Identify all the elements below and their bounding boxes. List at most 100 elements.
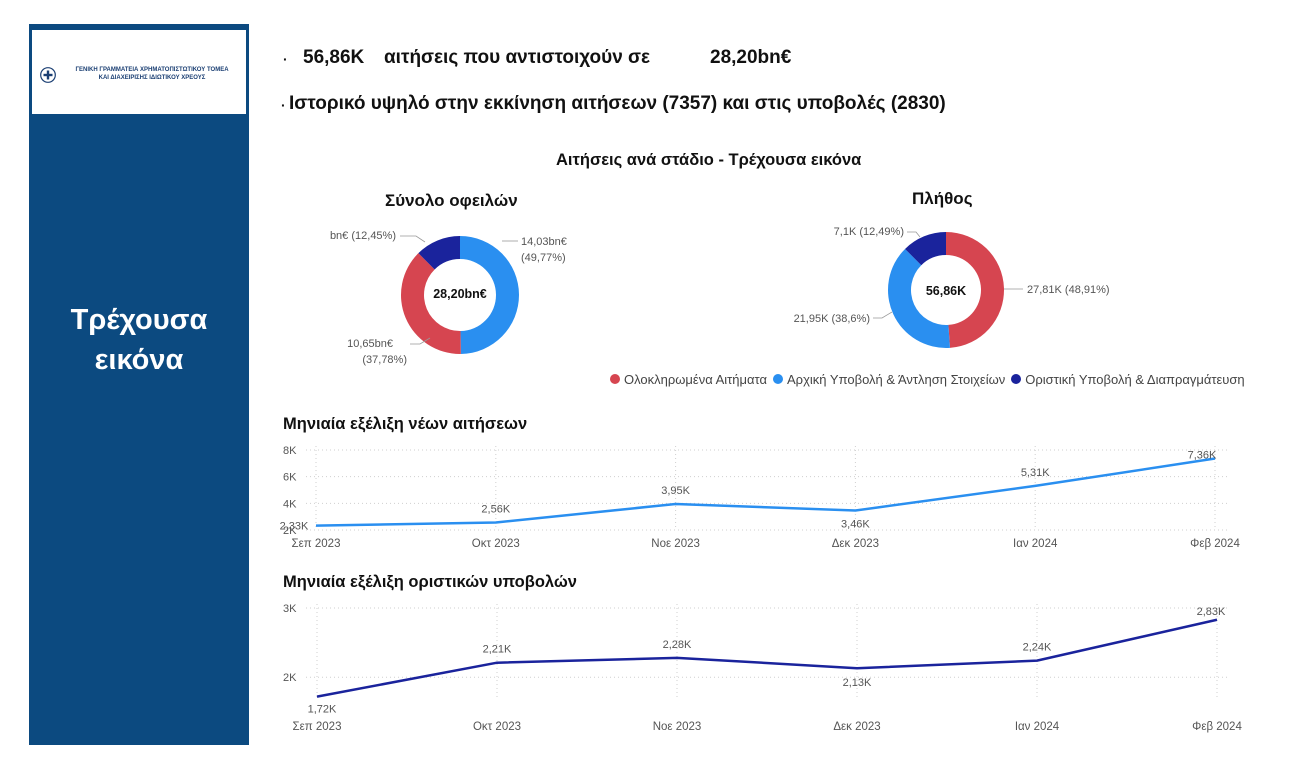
line-new-applications-data-point[interactable] (851, 507, 859, 515)
line-new-applications-x-tick-label: Δεκ 2023 (832, 538, 879, 550)
line-final-submissions-data-point[interactable] (313, 693, 321, 701)
line-final-submissions-y-tick-label: 3K (283, 603, 297, 615)
line-new-applications-data-point[interactable] (312, 522, 320, 530)
line-new-applications-chart: 2K 4K 6K 8K Σεπ 2023 Οκτ 2023 Νοε 2023 Δεκ 2023… (280, 445, 1240, 550)
line-new-applications-data-point[interactable] (1031, 482, 1039, 490)
headline-bullet-2: · (281, 97, 286, 113)
headline-bullet-1: · (283, 51, 288, 67)
donut-debts-slice-completed[interactable] (401, 253, 461, 354)
donut-count-leader-final (907, 231, 921, 238)
line-new-applications-data-label: 2,33K (280, 521, 309, 533)
line-new-applications-data-label: 7,36K (1188, 450, 1217, 462)
line-new-applications-x-tick-label: Οκτ 2023 (472, 538, 520, 550)
line-final-submissions-data-label: 1,72K (308, 704, 337, 716)
donut-count-slice-completed[interactable] (946, 232, 1004, 348)
donut-debts-label-initial-value: 14,03bn€ (521, 236, 567, 248)
legend-item-final[interactable]: Οριστική Υποβολή & Διαπραγμάτευση (1011, 371, 1245, 387)
line-final-submissions-chart: 2K 3K Σεπ 2023 Οκτ 2023 Νοε 2023 Δεκ 2023 Ιαν … (283, 603, 1242, 733)
donut-count-slices (888, 232, 1004, 348)
legend-label-completed: Ολοκληρωμένα Αιτήματα (624, 371, 768, 387)
line-final-submissions-x-tick-label: Δεκ 2023 (833, 721, 880, 733)
line-new-applications-y-tick-label: 8K (283, 445, 297, 457)
donut-debts-leader-completed (410, 337, 431, 345)
line-final-submissions-data-point[interactable] (493, 659, 501, 667)
line-new-applications-x-tick-label: Σεπ 2023 (292, 538, 341, 550)
line-final-submissions-x-tick-label: Οκτ 2023 (473, 721, 521, 733)
headline-text-1: αιτήσεις που αντιστοιχούν σε (384, 47, 651, 68)
line-new-applications-series-line[interactable] (315, 457, 1216, 527)
line-new-applications-y-tick-label: 6K (283, 472, 297, 484)
line-new-applications-data-label: 2,56K (481, 504, 510, 516)
donut-count-label-final: 7,1K (12,49%) (834, 226, 904, 238)
legend-item-initial[interactable]: Αρχική Υποβολή & Άντληση Στοιχείων (773, 372, 1005, 387)
logo-text: ΓΕΝΙΚΗ ΓΡΑΜΜΑΤΕΙΑ ΧΡΗΜΑΤΟΠΙΣΤΩΤΙΚΟΥ ΤΟΜΕ… (60, 66, 244, 82)
donut-debts-slice-final[interactable] (418, 236, 460, 270)
line-final-submissions-data-label: 2,21K (483, 644, 512, 656)
sidebar-title-line1: Τρέχουσα (70, 304, 208, 336)
donuts-section-title: Αιτήσεις ανά στάδιο - Τρέχουσα εικόνα (556, 151, 862, 169)
donut-count-label-completed: 27,81K (48,91%) (1027, 284, 1110, 296)
line-new-applications-data-point[interactable] (492, 519, 500, 527)
line-new-applications-x-tick-label: Νοε 2023 (651, 538, 700, 550)
donut-debts-label-completed-value: 10,65bn€ (347, 338, 393, 350)
line-final-submissions-data-label: 2,83K (1197, 606, 1226, 618)
legend-dot-final (1011, 374, 1022, 384)
line-new-applications-x-tick-label: Ιαν 2024 (1013, 538, 1058, 550)
logo-text-line1: ΓΕΝΙΚΗ ΓΡΑΜΜΑΤΕΙΑ ΧΡΗΜΑΤΟΠΙΣΤΩΤΙΚΟΥ ΤΟΜΕ… (75, 67, 229, 73)
donut-debts-label-final: 3,51bn€ (12,45%) (330, 230, 396, 242)
line-final-submissions-data-label: 2,13K (843, 677, 872, 689)
line-new-applications-data-label: 5,31K (1021, 467, 1050, 479)
donut-debts-title: Σύνολο οφειλών (385, 191, 518, 210)
line-final-submissions-y-tick-label: 2K (283, 672, 297, 684)
donut-debts-label-final-value: 3,51bn€ (330, 230, 348, 242)
sidebar-title-line2: εικόνα (94, 344, 184, 376)
line-new-applications-data-label: 3,95K (661, 485, 690, 497)
line-final-submissions-series-line[interactable] (316, 618, 1218, 698)
donut-debts-slice-initial[interactable] (460, 236, 519, 354)
legend-dot-completed (610, 374, 620, 384)
line-new-applications-y-tick-label: 2K (283, 525, 297, 537)
donut-count-chart: 56,86K 27,81K (48,91%) 21,95K (38,6%) 7,… (794, 226, 1110, 348)
line-final-submissions-x-tick-label: Νοε 2023 (653, 721, 702, 733)
donut-debts-chart: 28,20bn€ 14,03bn€ (49,77%) 3,51bn€ (12,4… (330, 230, 567, 366)
sidebar: ΓΕΝΙΚΗ ΓΡΑΜΜΑΤΕΙΑ ΧΡΗΜΑΤΟΠΙΣΤΩΤΙΚΟΥ ΤΟΜΕ… (29, 24, 249, 745)
donut-debts-label-initial-percent: (49,77%) (521, 252, 566, 264)
greek-emblem-icon (40, 67, 56, 83)
donut-debts-center-label: 28,20bn€ (433, 287, 487, 301)
donut-count-slice-final[interactable] (905, 232, 946, 266)
line-final-submissions-x-tick-label: Ιαν 2024 (1015, 721, 1060, 733)
line-final-submissions-data-point[interactable] (1033, 657, 1041, 665)
donut-debts-slices (401, 236, 519, 354)
logo-box: ΓΕΝΙΚΗ ΓΡΑΜΜΑΤΕΙΑ ΧΡΗΜΑΤΟΠΙΣΤΩΤΙΚΟΥ ΤΟΜΕ… (32, 30, 246, 114)
logo-text-line2: ΚΑΙ ΔΙΑΧΕΙΡΙΣΗΣ ΙΔΙΩΤΙΚΟΥ ΧΡΕΟΥΣ (98, 75, 206, 81)
line-new-applications-data-label: 3,46K (841, 519, 870, 531)
line-final-submissions-data-point[interactable] (853, 664, 861, 672)
legend-item-completed[interactable]: Ολοκληρωμένα Αιτήματα (610, 372, 767, 387)
line-final-submissions-x-tick-label: Σεπ 2023 (293, 721, 342, 733)
sidebar-title: Τρέχουσα εικόνα (29, 300, 249, 380)
legend-label-initial: Αρχική Υποβολή & Άντληση Στοιχείων (787, 371, 1006, 387)
headline-value-1: 56,86K (303, 47, 365, 68)
donut-debts-label-completed-percent: (37,78%) (362, 354, 407, 366)
line-final-submissions-title: Μηνιαία εξέλιξη οριστικών υποβολών (283, 573, 577, 591)
legend-dot-initial (773, 374, 784, 384)
line-new-applications-data-point[interactable] (672, 500, 680, 508)
donut-count-leader-initial (873, 311, 893, 319)
donut-debts-leader-final (400, 235, 426, 243)
line-final-submissions-data-label: 2,28K (663, 639, 692, 651)
headline-text-2: Ιστορικό υψηλό στην εκκίνηση αιτήσεων (7… (289, 93, 946, 114)
line-new-applications-x-tick-label: Φεβ 2024 (1190, 538, 1240, 550)
line-final-submissions-data-label: 2,24K (1023, 642, 1052, 654)
donut-legend: Ολοκληρωμένα Αιτήματα Αρχική Υποβολή & Ά… (610, 369, 1251, 389)
donut-count-slice-initial[interactable] (888, 248, 950, 348)
legend-label-final: Οριστική Υποβολή & Διαπραγμάτευση (1025, 371, 1245, 387)
line-new-applications-title: Μηνιαία εξέλιξη νέων αιτήσεων (283, 415, 528, 433)
donut-count-label-initial: 21,95K (38,6%) (794, 313, 870, 325)
donut-count-center-label: 56,86K (926, 284, 966, 298)
donut-count-title: Πλήθος (912, 189, 973, 208)
headline-amount-1: 28,20bn€ (710, 47, 792, 68)
donut-debts-label-final-percent: (12,45%) (351, 230, 396, 242)
line-new-applications-y-tick-label: 4K (283, 498, 297, 510)
line-final-submissions-x-tick-label: Φεβ 2024 (1192, 721, 1242, 733)
line-final-submissions-data-point[interactable] (673, 654, 681, 662)
